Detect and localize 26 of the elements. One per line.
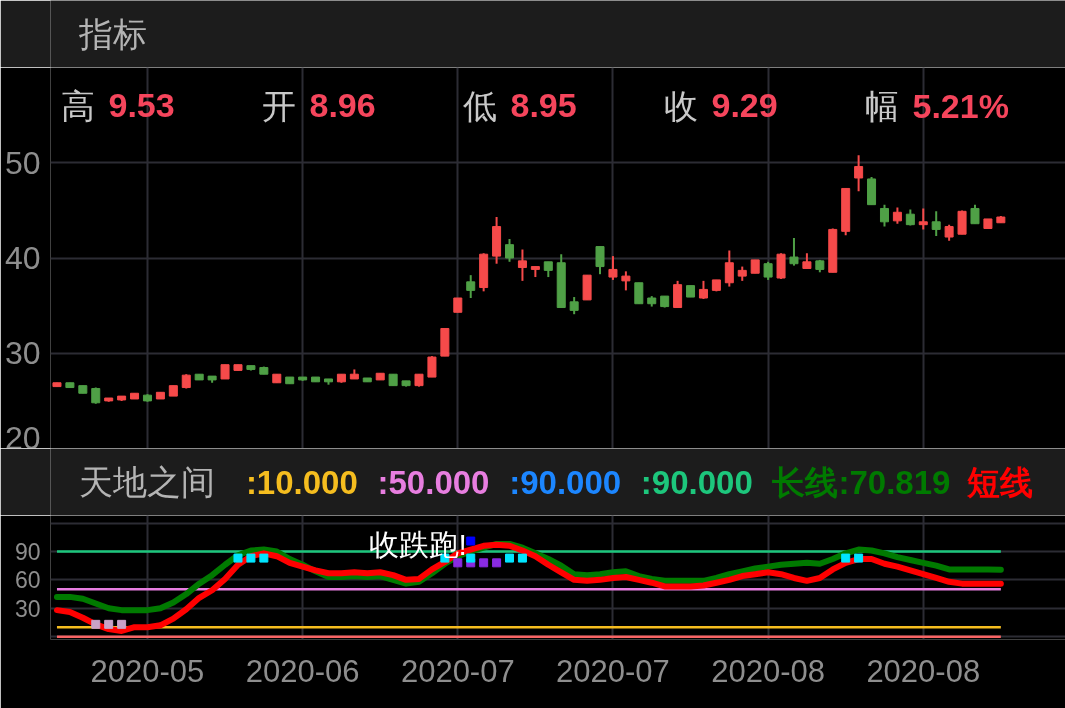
text: :90.000 <box>509 463 622 501</box>
y-tick-label: 30 <box>14 595 41 622</box>
y-tick-label: 30 <box>4 335 41 372</box>
annotation: 幅 5.21% <box>864 86 1009 125</box>
annotation: 低 8.95 <box>462 86 577 125</box>
y-tick-label: 50 <box>4 144 41 181</box>
y-tick-label: 90 <box>14 538 41 565</box>
ref-line-label: :90.000 <box>640 463 753 501</box>
y-tick-label: 60 <box>14 567 41 594</box>
ref-line-label: :10.000 <box>245 463 358 501</box>
annotation: 开 8.96 <box>261 86 376 125</box>
x-tick-label: 2020-08 <box>711 653 826 689</box>
x-tick-label: 2020-05 <box>90 653 205 689</box>
annotation: 收 9.29 <box>663 86 778 125</box>
x-tick-label: 2020-07 <box>556 653 670 689</box>
text: 短线 <box>966 463 1034 501</box>
series-label: 长线:70.819 <box>771 463 951 501</box>
ref-line-label: :50.000 <box>377 463 490 501</box>
y-tick-label: 40 <box>4 240 41 276</box>
x-tick-label: 2020-07 <box>400 653 515 689</box>
chart-title: 天地之间 <box>79 463 216 501</box>
chart-title: 指标 <box>78 15 148 53</box>
x-tick-label: 2020-06 <box>245 653 360 689</box>
y-tick-label: 20 <box>4 419 41 456</box>
x-tick-label: 2020-08 <box>866 653 981 689</box>
annotation: 高 9.53 <box>60 86 175 125</box>
